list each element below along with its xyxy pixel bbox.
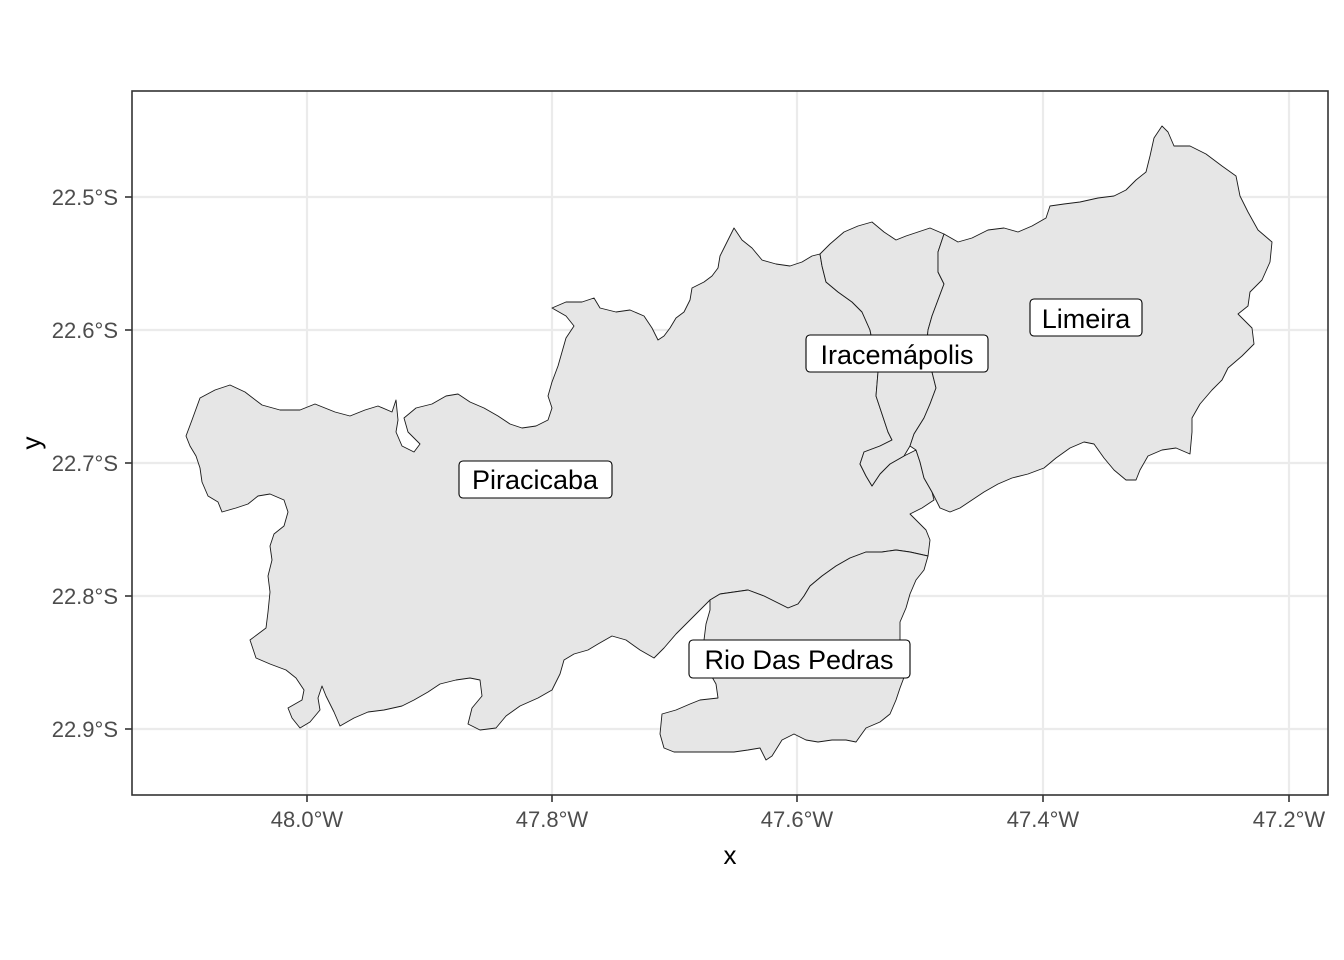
label-text-iracemapolis: Iracemápolis: [820, 340, 973, 370]
x-tick-label-2: 47.6°W: [761, 807, 834, 832]
y-tick-label-2: 22.7°S: [52, 451, 118, 476]
x-axis-title: x: [724, 840, 737, 870]
y-tick-label-4: 22.9°S: [52, 717, 118, 742]
label-text-limeira: Limeira: [1042, 304, 1132, 334]
axis-ticks: [125, 196, 1290, 802]
y-tick-labels: 22.5°S 22.6°S 22.7°S 22.8°S 22.9°S: [52, 185, 118, 742]
x-tick-label-1: 47.8°W: [516, 807, 589, 832]
label-piracicaba: Piracicaba: [458, 460, 613, 499]
x-tick-label-4: 47.2°W: [1253, 807, 1326, 832]
label-box-piracicaba: [458, 460, 613, 499]
region-labels: Piracicaba Iracemápolis Limeira Rio Das …: [458, 298, 1143, 679]
label-box-iracemapolis: [805, 334, 989, 373]
label-text-piracicaba: Piracicaba: [472, 465, 599, 495]
y-tick-label-3: 22.8°S: [52, 584, 118, 609]
y-tick-label-1: 22.6°S: [52, 318, 118, 343]
label-box-limeira: [1029, 298, 1143, 337]
label-iracemapolis: Iracemápolis: [805, 334, 989, 373]
x-tick-label-3: 47.4°W: [1007, 807, 1080, 832]
y-axis-title: y: [16, 437, 46, 450]
label-limeira: Limeira: [1029, 298, 1143, 337]
x-tick-label-0: 48.0°W: [271, 807, 344, 832]
x-tick-labels: 48.0°W 47.8°W 47.6°W 47.4°W 47.2°W: [271, 807, 1326, 832]
label-box-rio-das-pedras: [688, 639, 911, 679]
panel-border: [131, 90, 1329, 796]
label-rio-das-pedras: Rio Das Pedras: [688, 639, 911, 679]
y-tick-label-0: 22.5°S: [52, 185, 118, 210]
label-text-rio-das-pedras: Rio Das Pedras: [704, 645, 893, 675]
